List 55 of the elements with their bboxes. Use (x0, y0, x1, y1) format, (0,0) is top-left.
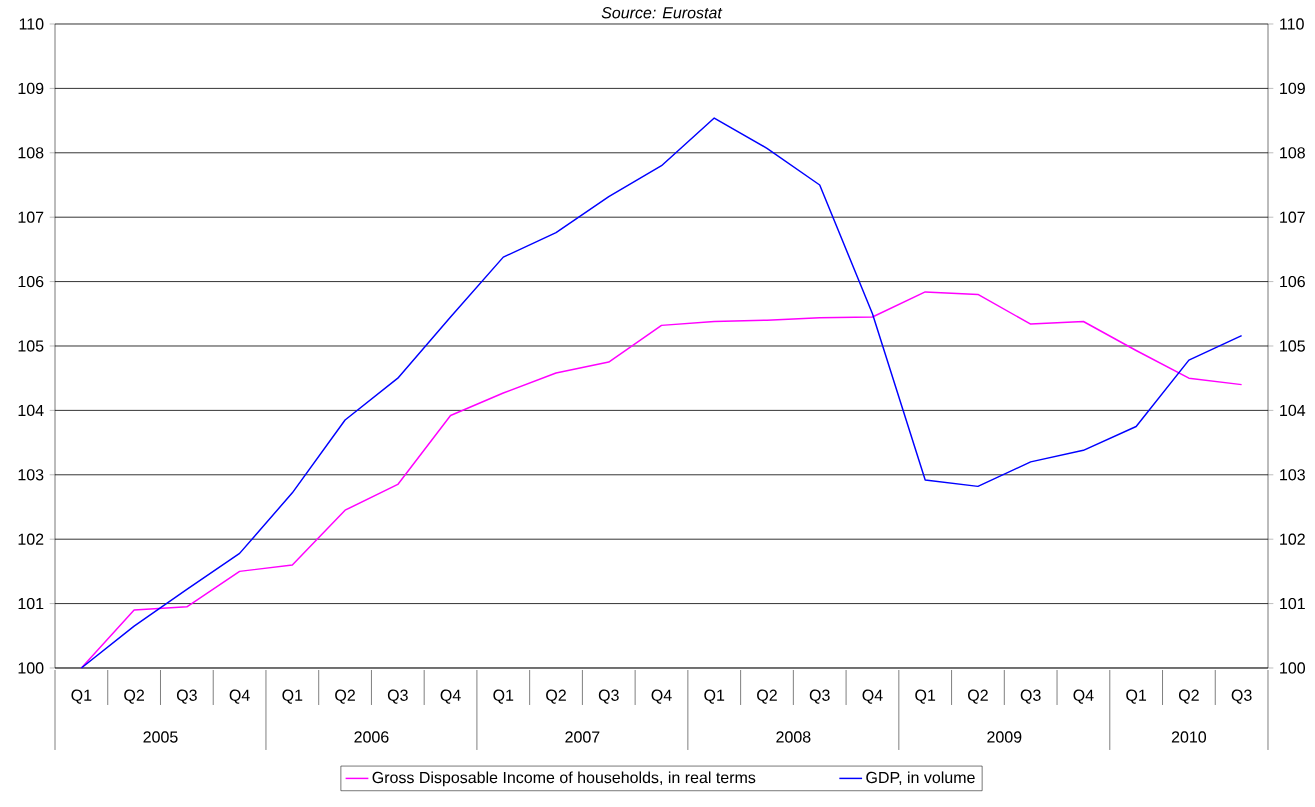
x-tick-label: Q4 (1073, 689, 1094, 704)
x-tick-label: Q3 (1231, 689, 1252, 704)
y2-tick-label: 105 (1280, 340, 1305, 352)
y-tick-label: 100 (18, 662, 44, 674)
x-tick-label: Q2 (757, 689, 777, 704)
x-tick-label: Q4 (440, 689, 461, 704)
y-tick-label: 110 (19, 18, 44, 30)
y-tick-label: 106 (18, 275, 44, 288)
x-tick-label: Q1 (704, 689, 725, 704)
y2-tick-label: 102 (1280, 533, 1305, 545)
y2-tick-label: 110 (1280, 18, 1304, 30)
x-tick-label: Q3 (387, 689, 408, 704)
x-tick-label: Q2 (1178, 689, 1199, 704)
x-tick-label: Q1 (493, 689, 514, 704)
y2-tick-label: 100 (1280, 662, 1306, 674)
x-tick-label: Q2 (968, 689, 988, 704)
y2-tick-label: 104 (1280, 404, 1306, 417)
y-tick-label: 101 (18, 597, 44, 610)
text: 2006 (354, 731, 389, 743)
y2-tick-label: 103 (1280, 469, 1305, 481)
y2-tick-label: 109 (1280, 82, 1305, 95)
x-tick-label: Q2 (124, 689, 144, 704)
x-tick-label: Q4 (229, 689, 250, 704)
x-tick-label: Q3 (176, 689, 197, 704)
x-tick-label: Q3 (598, 689, 619, 704)
text: 2010 (1171, 731, 1207, 743)
text: 2009 (987, 731, 1022, 743)
x-tick-label: Q3 (1020, 689, 1041, 704)
legend-label: GDP, in volume (866, 771, 975, 786)
y-tick-label: 109 (18, 82, 44, 95)
y-tick-label: 108 (18, 147, 44, 159)
x-tick-label: Q3 (809, 689, 830, 704)
text: 2005 (143, 731, 178, 743)
x-tick-label: Q2 (335, 689, 355, 704)
text: 2007 (565, 731, 600, 743)
y2-tick-label: 107 (1280, 211, 1305, 223)
x-tick-label: Q1 (282, 689, 303, 704)
x-tick-label: Q1 (915, 689, 936, 704)
x-tick-label: Q1 (71, 689, 92, 704)
y-tick-label: 107 (18, 211, 44, 223)
y-tick-label: 102 (18, 533, 44, 545)
y-tick-label: 103 (18, 469, 44, 481)
x-tick-label: Q4 (651, 689, 672, 704)
y2-tick-label: 101 (1280, 597, 1305, 610)
text: 2008 (776, 731, 811, 743)
x-tick-label: Q4 (862, 689, 883, 704)
line-series (80, 117, 1243, 669)
x-tick-label: Q2 (546, 689, 566, 704)
source-note: Source: Eurostat (601, 7, 723, 19)
y-tick-label: 105 (18, 340, 44, 352)
y-tick-label: 104 (18, 404, 44, 417)
x-tick-label: Q1 (1126, 689, 1147, 704)
y2-tick-label: 106 (1280, 275, 1305, 288)
legend-label: Gross Disposable Income of households, in real terms (372, 771, 756, 787)
y2-tick-label: 108 (1280, 147, 1305, 159)
